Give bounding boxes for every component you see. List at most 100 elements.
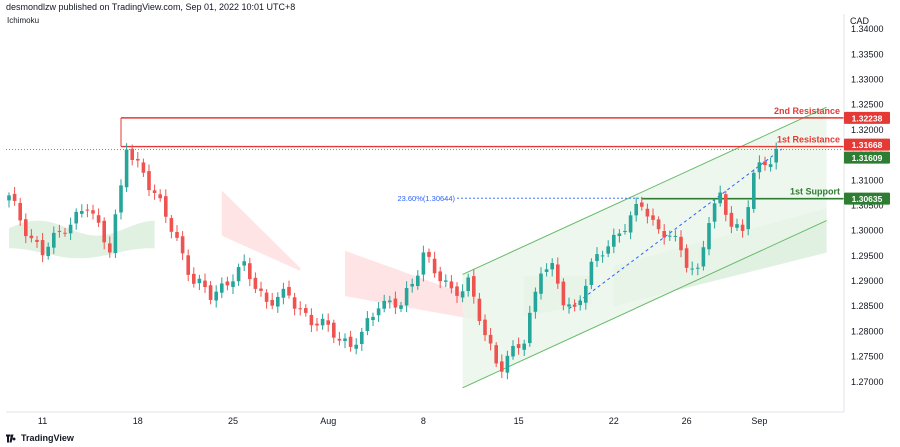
candle-body xyxy=(141,162,146,173)
cloud-red xyxy=(221,190,301,271)
price-tag-bg xyxy=(844,111,890,124)
candle-body xyxy=(80,211,84,214)
candle-body xyxy=(656,219,661,230)
price-tag-label: 1.31609 xyxy=(852,153,883,163)
channel-upper-line xyxy=(462,106,827,275)
x-tick-label: 8 xyxy=(421,416,426,426)
candle-body xyxy=(85,209,90,211)
candle-body xyxy=(231,281,235,287)
candle-body xyxy=(466,277,470,292)
x-tick-label: 11 xyxy=(38,416,47,426)
candle-body xyxy=(304,308,308,313)
candle-body xyxy=(214,291,218,301)
candle-body xyxy=(315,323,319,326)
candle-body xyxy=(35,239,39,242)
candle-body xyxy=(186,255,190,275)
candle-body xyxy=(668,235,672,237)
candle-body xyxy=(40,240,45,256)
candle-body xyxy=(628,215,633,233)
candle-body xyxy=(774,148,778,163)
candle-body xyxy=(606,246,610,254)
indicator-label[interactable]: Ichimoku xyxy=(7,16,40,25)
candle-body xyxy=(404,288,409,306)
tradingview-logo-icon xyxy=(6,434,16,442)
candle-body xyxy=(522,343,526,350)
x-tick-label: Sep xyxy=(751,416,767,426)
y-tick-label: 1.28500 xyxy=(851,301,884,311)
candle-body xyxy=(225,281,230,286)
candle-body xyxy=(444,280,448,282)
y-tick-label: 1.32500 xyxy=(851,100,884,110)
annotation-2nd-resistance: 2nd Resistance xyxy=(774,106,840,116)
price-tag-bg xyxy=(844,192,890,205)
y-tick-label: 1.29500 xyxy=(851,251,884,261)
candle-body xyxy=(707,223,711,250)
candle-body xyxy=(152,190,157,193)
y-tick-label: 1.33000 xyxy=(851,74,884,84)
y-tick-label: 1.31000 xyxy=(851,175,884,185)
x-tick-label: 18 xyxy=(133,416,143,426)
candle-body xyxy=(455,286,459,296)
candle-body xyxy=(248,263,252,280)
candle-body xyxy=(180,236,185,254)
price-tag-label: 1.32238 xyxy=(852,113,883,123)
candle-body xyxy=(752,172,756,209)
channel-fill xyxy=(462,107,827,388)
publisher-header: desmondlzw published on TradingView.com,… xyxy=(6,2,296,12)
candle-body xyxy=(584,285,588,303)
candle-body xyxy=(399,305,403,309)
candle-body xyxy=(701,247,706,267)
candle-body xyxy=(690,268,694,270)
candle-body xyxy=(679,236,683,251)
candle-body xyxy=(7,195,11,201)
candle-body xyxy=(567,304,571,307)
candle-body xyxy=(449,281,454,289)
candle-body xyxy=(298,308,302,310)
candle-body xyxy=(175,232,179,238)
y-tick-label: 1.32000 xyxy=(851,125,884,135)
candle-body xyxy=(164,196,168,217)
candle-body xyxy=(270,299,274,306)
candle-body xyxy=(259,288,263,291)
candle-body xyxy=(589,261,594,286)
candle-body xyxy=(651,215,655,220)
fib-trend-line xyxy=(568,148,783,310)
candle-body xyxy=(539,273,543,294)
y-tick-label: 1.33500 xyxy=(851,49,884,59)
currency-label: CAD xyxy=(850,16,870,26)
candle-body xyxy=(718,192,722,204)
candle-body xyxy=(136,158,140,161)
candle-body xyxy=(724,194,728,215)
candle-body xyxy=(326,320,330,325)
cloud-green xyxy=(9,220,155,259)
fib-level-label: 23.60%(1.30644) xyxy=(397,194,455,203)
candle-body xyxy=(18,202,22,221)
candle-body xyxy=(511,345,515,357)
candles xyxy=(7,142,778,380)
y-tick-label: 1.28000 xyxy=(851,326,884,336)
y-tick-label: 1.34000 xyxy=(851,24,884,34)
candle-body xyxy=(645,208,650,217)
candle-body xyxy=(516,344,521,349)
candle-body xyxy=(309,314,314,326)
candle-body xyxy=(768,164,773,168)
candle-body xyxy=(169,218,174,232)
tradingview-footer[interactable]: TradingView xyxy=(6,433,74,443)
candle-body xyxy=(696,267,700,269)
candle-body xyxy=(578,300,582,306)
candle-body xyxy=(472,276,476,297)
candle-body xyxy=(735,224,739,228)
candle-body xyxy=(354,344,358,349)
price-tag-bg xyxy=(844,151,890,164)
candle-body xyxy=(600,255,605,257)
candle-body xyxy=(376,308,381,316)
candle-body xyxy=(91,210,95,214)
candle-body xyxy=(684,248,689,268)
candle-body xyxy=(337,338,342,341)
x-tick-label: 22 xyxy=(609,416,619,426)
candle-body xyxy=(388,300,392,303)
x-tick-label: 15 xyxy=(514,416,524,426)
candle-body xyxy=(264,292,269,302)
